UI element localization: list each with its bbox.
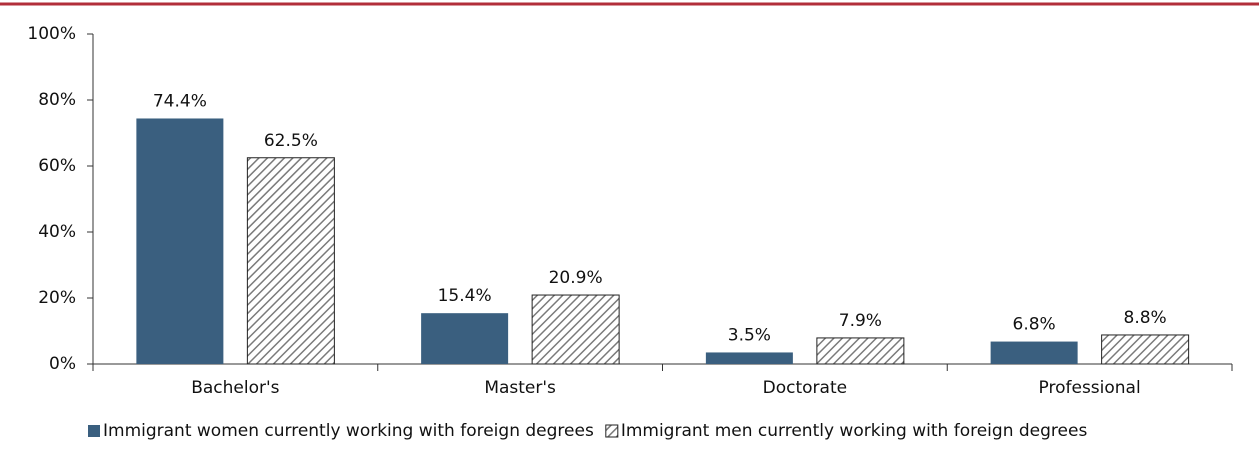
x-tick-label: Professional bbox=[1039, 378, 1141, 398]
y-tick-label: 20% bbox=[38, 288, 76, 308]
bar bbox=[1101, 334, 1190, 365]
x-tick-label: Master's bbox=[484, 378, 556, 398]
y-tick-label: 0% bbox=[49, 354, 76, 374]
legend-label: Immigrant women currently working with f… bbox=[103, 421, 594, 441]
bar bbox=[421, 313, 509, 364]
legend-swatch bbox=[605, 424, 619, 438]
bar bbox=[705, 352, 793, 364]
value-label: 3.5% bbox=[728, 325, 771, 345]
x-tick-label: Bachelor's bbox=[191, 378, 279, 398]
y-tick-label: 100% bbox=[27, 24, 76, 44]
bar bbox=[990, 341, 1078, 364]
legend-label: Immigrant men currently working with for… bbox=[621, 421, 1088, 441]
value-label: 8.8% bbox=[1124, 308, 1167, 328]
y-tick-label: 40% bbox=[38, 222, 76, 242]
y-tick-label: 60% bbox=[38, 156, 76, 176]
bar bbox=[136, 118, 224, 364]
value-label: 6.8% bbox=[1013, 315, 1056, 335]
bar bbox=[816, 337, 905, 365]
bar bbox=[246, 157, 335, 365]
legend-swatch bbox=[88, 425, 100, 437]
y-tick-label: 80% bbox=[38, 90, 76, 110]
value-label: 7.9% bbox=[839, 311, 882, 331]
value-label: 62.5% bbox=[264, 131, 318, 151]
bar bbox=[531, 294, 620, 365]
x-tick-label: Doctorate bbox=[763, 378, 847, 398]
value-label: 74.4% bbox=[153, 91, 207, 111]
value-label: 20.9% bbox=[549, 268, 603, 288]
value-label: 15.4% bbox=[438, 286, 492, 306]
